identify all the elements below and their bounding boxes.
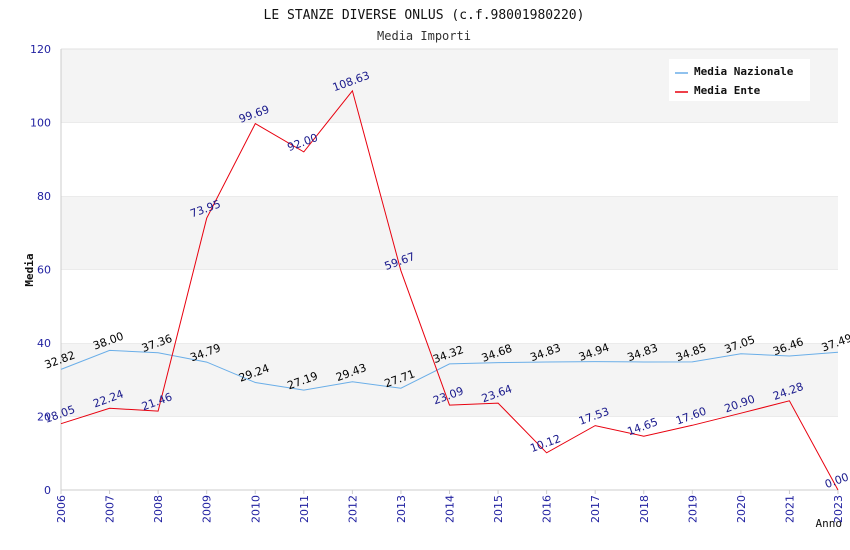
x-tick-label: 2019 [686, 495, 699, 523]
x-axis-label: Anno [816, 517, 843, 530]
y-tick-label: 20 [37, 411, 51, 424]
legend-label-media-ente: Media Ente [694, 84, 761, 97]
x-tick-label: 2009 [201, 495, 214, 523]
x-tick-label: 2017 [589, 495, 602, 523]
y-tick-label: 0 [44, 484, 51, 497]
legend-label-media-nazionale: Media Nazionale [694, 65, 794, 78]
y-tick-label: 100 [30, 117, 51, 130]
x-tick-label: 2006 [55, 495, 68, 523]
chart-subtitle: Media Importi [377, 29, 471, 43]
y-tick-label: 60 [37, 264, 51, 277]
x-tick-label: 2018 [638, 495, 651, 523]
x-tick-label: 2014 [444, 495, 457, 523]
y-tick-label: 80 [37, 190, 51, 203]
series-lines [60, 89, 839, 491]
legend-box [669, 59, 810, 101]
x-tick-label: 2010 [249, 495, 262, 523]
x-tick-label: 2012 [346, 495, 359, 523]
y-axis-label: Media [23, 253, 36, 286]
x-tick-labels: 2006 2007 2008 2009 2010 2011 2012 2013 2014 2015… [55, 490, 845, 523]
y-tick-label: 40 [37, 337, 51, 350]
legend: Media Nazionale Media Ente [669, 59, 810, 101]
series-line-media-nazionale [60, 349, 839, 391]
grid-band [61, 416, 838, 490]
x-tick-label: 2011 [298, 495, 311, 523]
x-tick-label: 2016 [541, 495, 554, 523]
grid-band [61, 196, 838, 270]
x-tick-label: 2023 [832, 495, 845, 523]
x-tick-label: 2021 [783, 495, 796, 523]
y-tick-labels: 0 20 40 60 80 100 120 [30, 43, 51, 497]
chart-title: LE STANZE DIVERSE ONLUS (c.f.98001980220… [264, 8, 585, 23]
x-tick-label: 2020 [735, 495, 748, 523]
x-tick-label: 2013 [395, 495, 408, 523]
x-tick-label: 2007 [104, 495, 117, 523]
y-tick-label: 120 [30, 43, 51, 56]
grid-band [61, 122, 838, 196]
x-tick-label: 2015 [492, 495, 505, 523]
grid-bands [61, 48, 838, 490]
x-tick-label: 2008 [152, 495, 165, 523]
series-line-media-ente [60, 89, 839, 491]
